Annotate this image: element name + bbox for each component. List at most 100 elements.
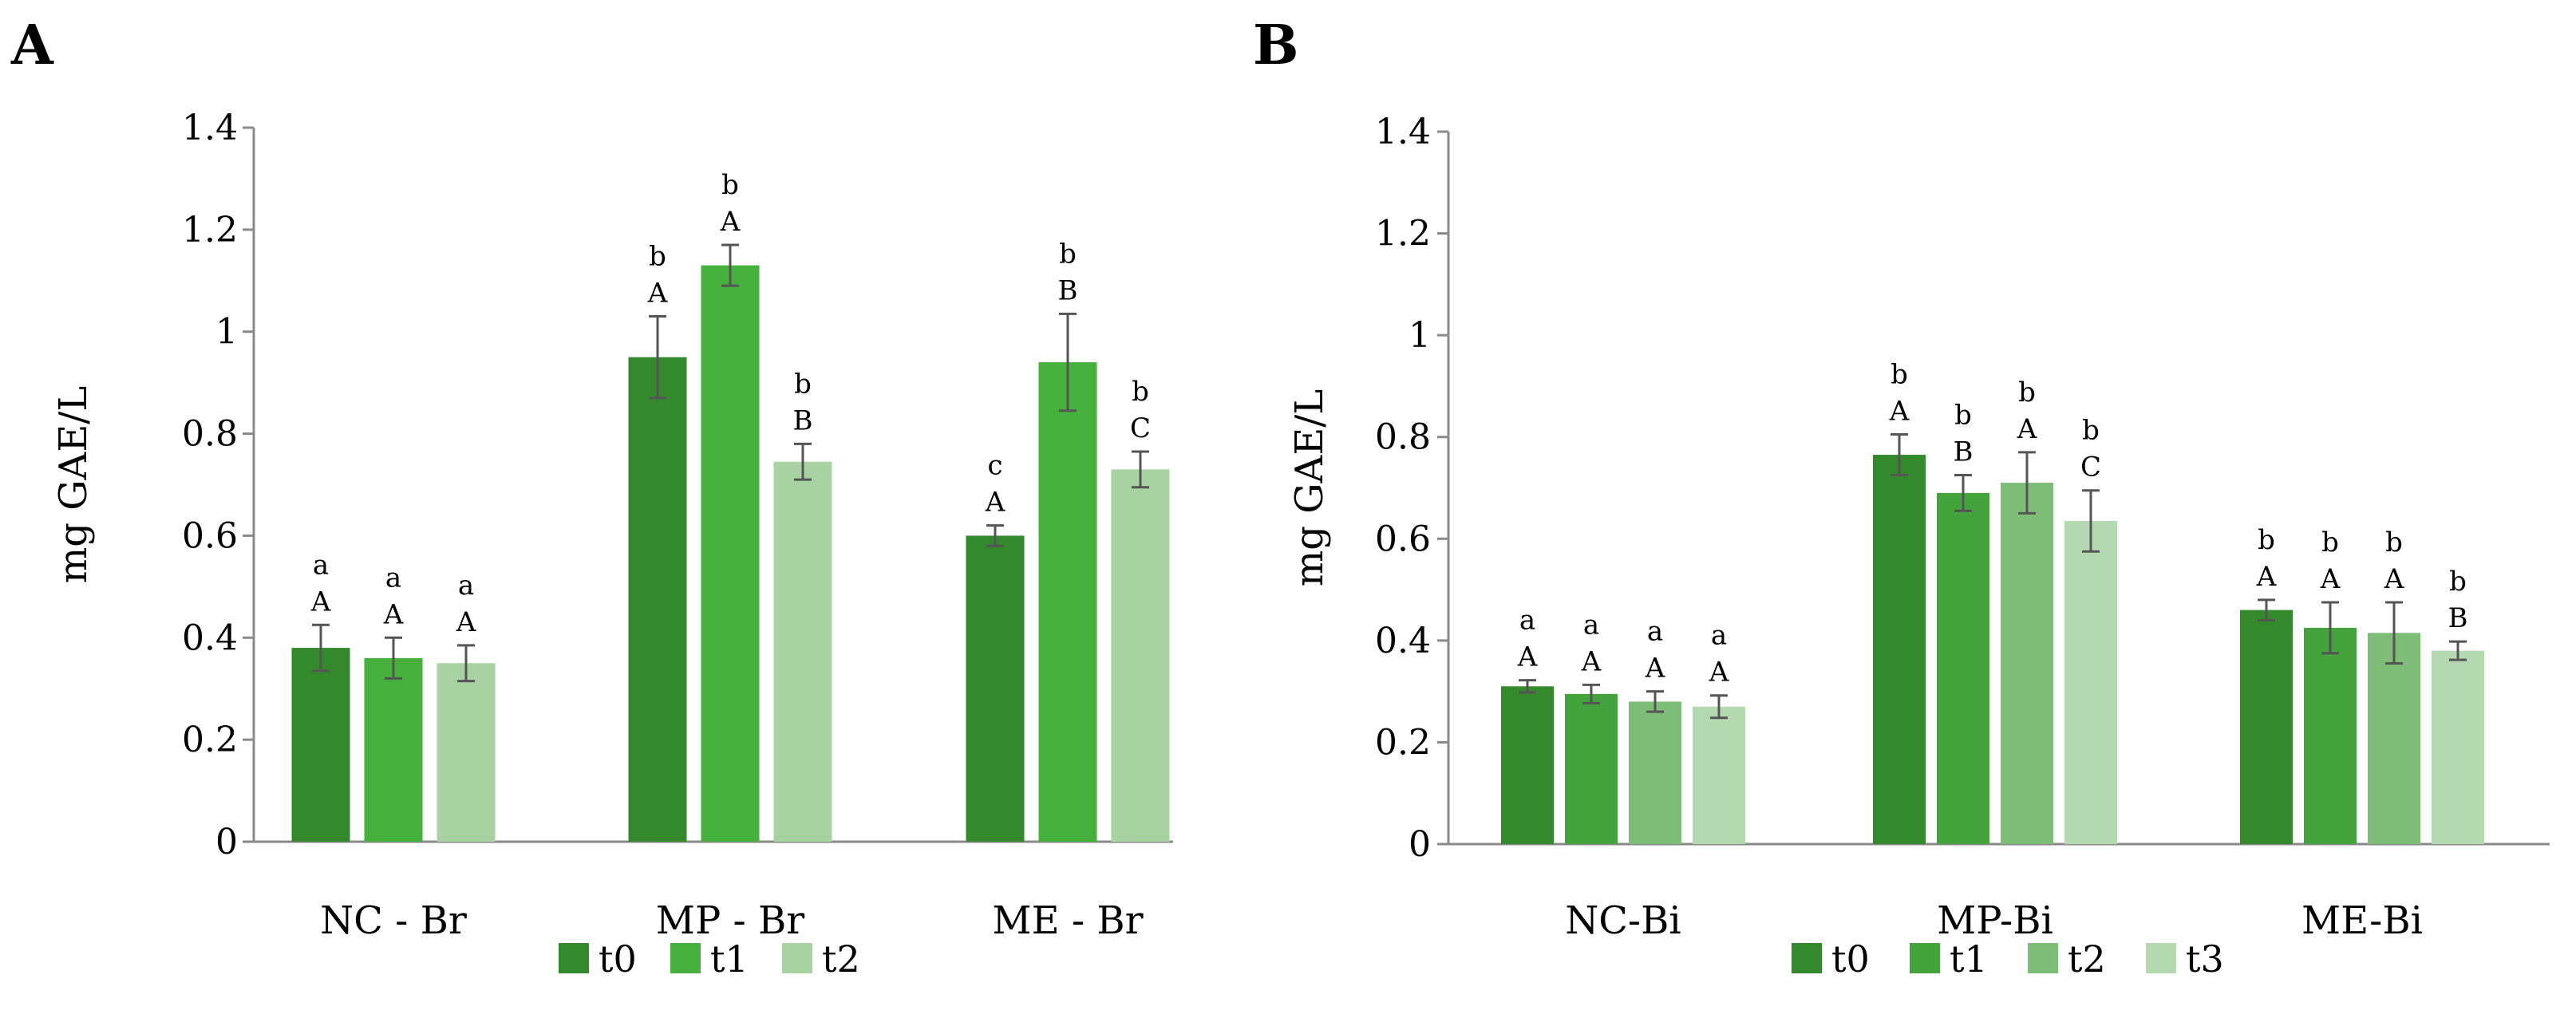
chart-b-sig-lower-t1-2: b <box>2321 527 2339 558</box>
chart-a-sig-upper-t0-2: A <box>985 487 1006 519</box>
chart-b-category-label-2: ME-Bi <box>2301 898 2423 943</box>
chart-b-sig-lower-t0-2: b <box>2258 524 2275 556</box>
chart-b-sig-upper-t3-0: A <box>1709 657 1729 689</box>
chart-a-sig-lower-t0-2: c <box>987 450 1002 482</box>
chart-a-sig-lower-t1-0: a <box>385 562 401 594</box>
chart-b-bar-t1-1 <box>1937 492 1989 844</box>
chart-b-sig-upper-t1-0: A <box>1581 645 1602 677</box>
chart-a-sig-upper-t2-1: B <box>793 404 813 436</box>
chart-b-sig-lower-t2-2: b <box>2385 527 2403 558</box>
chart-b-sig-lower-t1-0: a <box>1583 609 1599 641</box>
chart-a-sig-upper-t1-0: A <box>383 598 404 630</box>
chart-b-bar-t3-2 <box>2432 650 2484 844</box>
chart-a-sig-lower-t2-2: b <box>1132 376 1149 408</box>
chart-b-sig-lower-t3-1: b <box>2082 415 2100 447</box>
chart-a-panel-letter: A <box>10 14 54 77</box>
chart-a-sig-lower-t1-1: b <box>721 169 739 201</box>
chart-b-bar-t0-1 <box>1873 455 1926 844</box>
chart-a-legend-label-t0: t0 <box>599 937 637 981</box>
chart-a-y-axis-label: mg GAE/L <box>51 386 96 584</box>
chart-a-legend-label-t1: t1 <box>710 937 749 981</box>
chart-b-legend-label-t2: t2 <box>2068 937 2106 981</box>
chart-a-y-tick-label: 1 <box>215 312 238 353</box>
chart-b-sig-upper-t3-1: C <box>2080 452 2101 483</box>
chart-a-y-tick-label: 0.6 <box>182 515 238 556</box>
chart-b-sig-upper-t1-2: A <box>2320 563 2341 595</box>
chart-b-bar-t3-1 <box>2064 520 2117 844</box>
chart-a-sig-upper-t2-0: A <box>456 606 476 638</box>
chart-b-panel-letter: B <box>1253 14 1298 77</box>
chart-b-y-tick-label: 1.2 <box>1375 214 1431 255</box>
chart-a-y-tick-label: 0.2 <box>182 720 238 760</box>
chart-b-legend-swatch-t3 <box>2146 943 2176 973</box>
chart-a-y-tick-label: 0.4 <box>182 618 238 658</box>
chart-a-bar-t1-1 <box>701 265 760 842</box>
chart-a-bar-t0-2 <box>966 535 1025 842</box>
chart-b-y-tick-label: 0 <box>1409 824 1431 865</box>
chart-b-bar-t2-1 <box>2001 483 2053 844</box>
chart-a-sig-lower-t0-1: b <box>649 241 666 273</box>
chart-a-sig-upper-t2-2: C <box>1130 412 1151 444</box>
chart-a-bar-t1-0 <box>364 657 423 842</box>
chart-b-sig-upper-t1-1: B <box>1954 436 1973 468</box>
chart-b-sig-lower-t0-0: a <box>1519 605 1535 637</box>
chart-a-bar-t2-0 <box>437 663 496 842</box>
chart-a-bar-t0-1 <box>628 357 687 842</box>
chart-b-sig-upper-t0-0: A <box>1517 641 1538 673</box>
chart-b-category-label-0: NC-Bi <box>1565 898 1681 943</box>
chart-a-legend-swatch-t1 <box>670 943 701 973</box>
chart-b-y-tick-label: 1.4 <box>1375 112 1431 152</box>
chart-b-sig-lower-t3-2: b <box>2449 566 2467 598</box>
chart-a-legend-swatch-t0 <box>559 943 589 973</box>
chart-a-category-label-1: MP - Br <box>656 898 804 943</box>
chart-b-sig-lower-t2-1: b <box>2018 377 2036 408</box>
chart-b-y-tick-label: 0.8 <box>1375 417 1431 458</box>
chart-b-sig-upper-t2-1: A <box>2017 413 2037 445</box>
chart-a-sig-lower-t1-2: b <box>1059 238 1077 270</box>
chart-b-y-axis-label: mg GAE/L <box>1287 389 1332 587</box>
chart-b-sig-upper-t0-2: A <box>2256 561 2277 593</box>
chart-a-y-tick-label: 1.4 <box>182 108 238 148</box>
chart-a-y-tick-label: 0 <box>215 822 238 862</box>
chart-a-category-label-0: NC - Br <box>320 898 467 943</box>
chart-a-legend-swatch-t2 <box>782 943 812 973</box>
chart-b-sig-upper-t0-1: A <box>1889 396 1910 428</box>
chart-a-sig-upper-t1-2: B <box>1058 274 1078 306</box>
chart-b-bar-t1-0 <box>1565 693 1618 844</box>
chart-b-bar-t3-0 <box>1693 706 1745 844</box>
chart-b-y-tick-label: 0.6 <box>1375 519 1431 559</box>
chart-b-legend-swatch-t1 <box>1910 943 1940 973</box>
chart-a-sig-upper-t0-0: A <box>310 586 331 618</box>
chart-a-category-label-2: ME - Br <box>992 898 1143 943</box>
chart-b-bar-t1-2 <box>2304 627 2357 844</box>
chart-a-bar-t0-0 <box>291 648 350 842</box>
chart-a-bar-t2-1 <box>773 461 832 842</box>
chart-a-sig-lower-t2-1: b <box>794 368 812 400</box>
chart-b-legend-swatch-t0 <box>1792 943 1822 973</box>
chart-a-y-tick-label: 1.2 <box>182 210 238 251</box>
chart-b-bar-t0-0 <box>1501 686 1554 844</box>
chart-a-sig-upper-t1-1: A <box>720 206 741 238</box>
chart-a-bar-t1-2 <box>1038 362 1097 843</box>
chart-b-sig-upper-t2-0: A <box>1645 653 1665 685</box>
chart-b-sig-lower-t2-0: a <box>1647 616 1663 648</box>
chart-b-sig-lower-t0-1: b <box>1891 359 1908 391</box>
chart-b-sig-upper-t2-2: A <box>2384 563 2404 595</box>
chart-b-legend-swatch-t2 <box>2028 943 2058 973</box>
chart-b-y-tick-label: 0.2 <box>1375 722 1431 763</box>
chart-b-category-label-1: MP-Bi <box>1937 898 2053 943</box>
chart-a-y-tick-label: 0.8 <box>182 414 238 455</box>
chart-a-legend-label-t2: t2 <box>822 937 860 981</box>
chart-b-sig-lower-t1-1: b <box>1954 400 1972 432</box>
chart-b-y-tick-label: 1 <box>1409 315 1431 356</box>
chart-b-sig-upper-t3-2: B <box>2448 602 2468 634</box>
chart-a-sig-lower-t0-0: a <box>313 549 329 581</box>
chart-b-bar-t2-2 <box>2368 633 2420 844</box>
chart-b-legend-label-t3: t3 <box>2186 937 2224 981</box>
chart-b-y-tick-label: 0.4 <box>1375 621 1431 661</box>
chart-a-bar-t2-2 <box>1111 469 1170 842</box>
chart-b-sig-lower-t3-0: a <box>1711 620 1727 652</box>
chart-a-sig-upper-t0-1: A <box>647 278 668 310</box>
